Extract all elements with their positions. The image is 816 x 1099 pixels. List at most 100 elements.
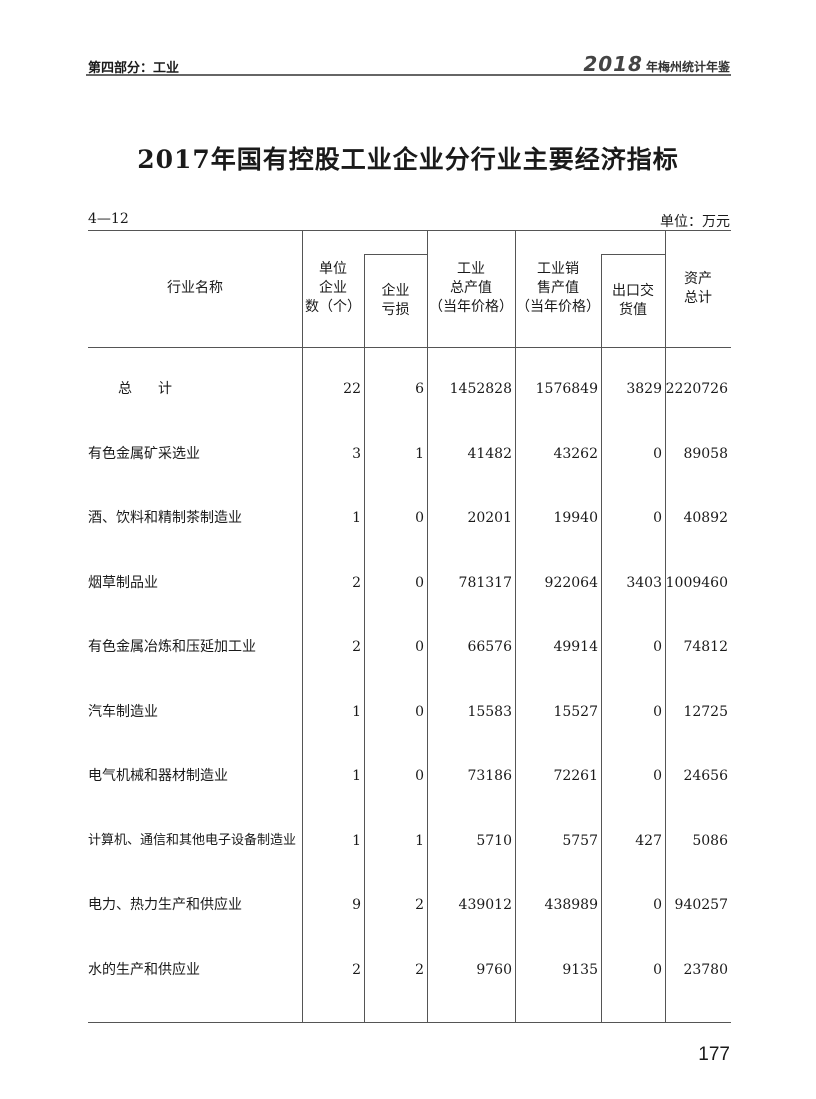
column-divider bbox=[665, 230, 666, 1022]
cell-loss: 1 bbox=[415, 445, 424, 462]
cell-assets: 2220726 bbox=[665, 381, 728, 397]
cell-loss: 0 bbox=[415, 574, 424, 591]
unit-label: 单位：万元 bbox=[660, 214, 730, 230]
cell-export: 0 bbox=[653, 897, 662, 913]
cell-loss: 0 bbox=[415, 639, 424, 655]
column-header-label: 单位 企业 数（个） bbox=[305, 261, 361, 315]
header-rule bbox=[86, 74, 731, 76]
cell-assets: 40892 bbox=[683, 510, 728, 526]
cell-export: 0 bbox=[653, 510, 662, 526]
total-row-label: 总 计 bbox=[118, 381, 178, 397]
yearbook-header: 2018 年梅州统计年鉴 bbox=[583, 52, 730, 76]
page-number: 177 bbox=[698, 1044, 730, 1065]
column-divider bbox=[302, 230, 303, 1022]
cell-output: 15583 bbox=[467, 703, 512, 720]
cell-sales: 9135 bbox=[562, 961, 598, 978]
cell-units: 2 bbox=[352, 574, 361, 591]
row-industry-name: 有色金属矿采选业 bbox=[88, 445, 200, 462]
subheader-rule bbox=[601, 254, 665, 255]
column-header-units: 单位 企业 数（个） bbox=[302, 230, 364, 347]
cell-loss: 0 bbox=[415, 768, 424, 784]
cell-sales: 1576849 bbox=[535, 381, 598, 397]
cell-assets: 12725 bbox=[683, 703, 728, 720]
cell-sales: 72261 bbox=[553, 768, 598, 784]
cell-assets: 24656 bbox=[683, 768, 728, 784]
cell-units: 3 bbox=[352, 445, 361, 462]
column-header-output: 工业 总产值 （当年价格） bbox=[427, 230, 515, 347]
column-divider bbox=[601, 254, 602, 1022]
cell-sales: 5757 bbox=[562, 832, 598, 849]
cell-loss: 0 bbox=[415, 510, 424, 526]
cell-loss: 2 bbox=[415, 897, 424, 913]
column-divider bbox=[515, 230, 516, 1022]
column-header-label: 出口交 货值 bbox=[612, 282, 654, 318]
cell-export: 0 bbox=[653, 703, 662, 720]
cell-assets: 89058 bbox=[683, 445, 728, 462]
cell-loss: 1 bbox=[415, 832, 424, 849]
subheader-rule bbox=[364, 254, 427, 255]
cell-output: 73186 bbox=[467, 768, 512, 784]
cell-output: 66576 bbox=[467, 639, 512, 655]
cell-sales: 922064 bbox=[544, 574, 598, 591]
cell-export: 0 bbox=[653, 639, 662, 655]
cell-export: 0 bbox=[653, 768, 662, 784]
column-divider bbox=[427, 230, 428, 1022]
cell-sales: 49914 bbox=[553, 639, 598, 655]
table-bottom-rule bbox=[88, 1022, 731, 1023]
cell-sales: 15527 bbox=[553, 703, 598, 720]
column-header-label: 工业 总产值 （当年价格） bbox=[429, 261, 513, 315]
yearbook-year: 2018 bbox=[583, 52, 643, 76]
cell-export: 3829 bbox=[626, 381, 662, 397]
page-title: 2017年国有控股工业企业分行业主要经济指标 bbox=[137, 145, 679, 174]
cell-units: 1 bbox=[352, 832, 361, 849]
cell-units: 1 bbox=[352, 768, 361, 784]
cell-units: 9 bbox=[352, 897, 361, 913]
table-top-rule bbox=[88, 230, 731, 231]
row-industry-name: 电气机械和器材制造业 bbox=[88, 768, 228, 784]
cell-assets: 940257 bbox=[674, 897, 728, 913]
column-header-assets: 资产 总计 bbox=[665, 230, 731, 347]
row-industry-name: 酒、饮料和精制茶制造业 bbox=[88, 510, 242, 526]
cell-output: 41482 bbox=[467, 445, 512, 462]
cell-export: 0 bbox=[653, 445, 662, 462]
cell-assets: 5086 bbox=[692, 832, 728, 849]
cell-units: 2 bbox=[352, 961, 361, 978]
row-industry-name: 水的生产和供应业 bbox=[88, 961, 200, 978]
column-header-loss: 企业 亏损 bbox=[364, 254, 427, 347]
table-number: 4—12 bbox=[88, 211, 129, 227]
column-header-label: 企业 亏损 bbox=[381, 282, 410, 318]
cell-loss: 6 bbox=[415, 381, 424, 397]
column-header-export: 出口交 货值 bbox=[601, 254, 665, 347]
cell-output: 20201 bbox=[467, 510, 512, 526]
column-header-name: 行业名称 bbox=[88, 230, 302, 347]
cell-output: 9760 bbox=[476, 961, 512, 978]
cell-output: 781317 bbox=[458, 574, 512, 591]
cell-sales: 438989 bbox=[544, 897, 598, 913]
yearbook-name: 年梅州统计年鉴 bbox=[645, 60, 730, 74]
cell-units: 1 bbox=[352, 703, 361, 720]
row-industry-name: 计算机、通信和其他电子设备制造业 bbox=[88, 832, 297, 848]
cell-sales: 43262 bbox=[553, 445, 598, 462]
column-header-sales: 工业销 售产值 （当年价格） bbox=[515, 230, 601, 347]
row-industry-name: 汽车制造业 bbox=[88, 703, 158, 720]
cell-units: 22 bbox=[343, 381, 361, 397]
section-header: 第四部分：工业 bbox=[88, 61, 180, 76]
column-divider bbox=[364, 254, 365, 1022]
cell-export: 0 bbox=[653, 961, 662, 978]
cell-assets: 1009460 bbox=[665, 574, 728, 591]
row-industry-name: 烟草制品业 bbox=[88, 574, 158, 591]
cell-output: 5710 bbox=[476, 832, 512, 849]
cell-export: 3403 bbox=[626, 574, 662, 591]
column-header-label: 工业销 售产值 （当年价格） bbox=[516, 261, 600, 315]
header-bottom-rule bbox=[88, 347, 731, 348]
cell-units: 1 bbox=[352, 510, 361, 526]
cell-loss: 2 bbox=[415, 961, 424, 978]
cell-output: 439012 bbox=[458, 897, 512, 913]
cell-sales: 19940 bbox=[553, 510, 598, 526]
column-header-label: 资产 总计 bbox=[684, 270, 712, 306]
row-industry-name: 有色金属冶炼和压延加工业 bbox=[88, 639, 256, 655]
cell-units: 2 bbox=[352, 639, 361, 655]
cell-assets: 74812 bbox=[683, 639, 728, 655]
cell-loss: 0 bbox=[415, 703, 424, 720]
row-industry-name: 电力、热力生产和供应业 bbox=[88, 897, 242, 913]
